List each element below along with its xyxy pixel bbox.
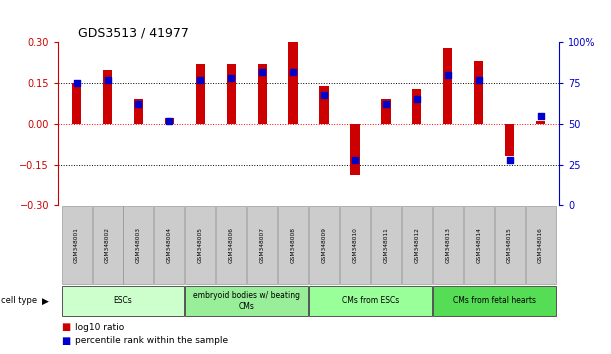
Text: ■: ■ [61, 336, 70, 346]
Text: GSM348009: GSM348009 [321, 227, 326, 263]
Text: GSM348007: GSM348007 [260, 227, 265, 263]
Point [134, 102, 144, 107]
FancyBboxPatch shape [340, 206, 370, 284]
Text: CMs from fetal hearts: CMs from fetal hearts [453, 296, 536, 306]
Point [381, 102, 391, 107]
Text: GSM348010: GSM348010 [353, 227, 357, 263]
Bar [412, 88, 422, 124]
Bar [443, 48, 452, 124]
FancyBboxPatch shape [92, 206, 123, 284]
Text: GSM348011: GSM348011 [383, 227, 389, 263]
Point [350, 157, 360, 162]
FancyBboxPatch shape [433, 206, 463, 284]
FancyBboxPatch shape [123, 206, 153, 284]
Text: GSM348003: GSM348003 [136, 227, 141, 263]
Bar [227, 64, 236, 124]
Text: ■: ■ [61, 322, 70, 332]
FancyBboxPatch shape [62, 206, 92, 284]
Text: GSM348002: GSM348002 [105, 227, 110, 263]
Text: GSM348012: GSM348012 [414, 227, 419, 263]
Bar [320, 86, 329, 124]
FancyBboxPatch shape [464, 206, 494, 284]
Point [226, 75, 236, 81]
Point [474, 77, 483, 83]
Text: GSM348001: GSM348001 [74, 227, 79, 263]
FancyBboxPatch shape [525, 206, 555, 284]
Point [103, 77, 112, 83]
Point [319, 92, 329, 97]
Text: GSM348008: GSM348008 [291, 227, 296, 263]
FancyBboxPatch shape [278, 206, 308, 284]
FancyBboxPatch shape [309, 206, 339, 284]
Bar [381, 99, 390, 124]
Text: GDS3513 / 41977: GDS3513 / 41977 [78, 27, 189, 40]
FancyBboxPatch shape [309, 286, 432, 315]
FancyBboxPatch shape [494, 206, 525, 284]
Text: cell type: cell type [1, 296, 37, 306]
Text: percentile rank within the sample: percentile rank within the sample [75, 336, 228, 345]
Text: log10 ratio: log10 ratio [75, 323, 124, 332]
Bar [103, 70, 112, 124]
Point [196, 77, 205, 83]
FancyBboxPatch shape [155, 206, 185, 284]
Text: GSM348004: GSM348004 [167, 227, 172, 263]
Text: GSM348016: GSM348016 [538, 227, 543, 263]
Point [257, 69, 267, 75]
Point [412, 97, 422, 102]
Point [536, 113, 546, 119]
Text: GSM348014: GSM348014 [476, 227, 481, 263]
FancyBboxPatch shape [185, 286, 308, 315]
FancyBboxPatch shape [216, 206, 246, 284]
Text: ▶: ▶ [42, 296, 48, 306]
Text: GSM348013: GSM348013 [445, 227, 450, 263]
Point [505, 157, 514, 162]
Text: GSM348006: GSM348006 [229, 227, 234, 263]
Point [288, 69, 298, 75]
Text: embryoid bodies w/ beating
CMs: embryoid bodies w/ beating CMs [193, 291, 300, 310]
Point [443, 72, 453, 78]
Bar [505, 124, 514, 156]
FancyBboxPatch shape [62, 286, 185, 315]
Bar [350, 124, 360, 176]
Bar [72, 83, 81, 124]
FancyBboxPatch shape [433, 286, 555, 315]
Text: GSM348015: GSM348015 [507, 227, 512, 263]
Bar [165, 119, 174, 124]
FancyBboxPatch shape [247, 206, 277, 284]
Point [71, 80, 81, 86]
Text: CMs from ESCs: CMs from ESCs [342, 296, 399, 306]
Text: GSM348005: GSM348005 [198, 227, 203, 263]
Bar [134, 99, 143, 124]
Bar [288, 42, 298, 124]
FancyBboxPatch shape [402, 206, 432, 284]
Bar [257, 64, 267, 124]
Bar [474, 62, 483, 124]
Text: ESCs: ESCs [114, 296, 133, 306]
Bar [536, 121, 545, 124]
Point [164, 118, 174, 124]
Bar [196, 64, 205, 124]
FancyBboxPatch shape [371, 206, 401, 284]
FancyBboxPatch shape [185, 206, 215, 284]
